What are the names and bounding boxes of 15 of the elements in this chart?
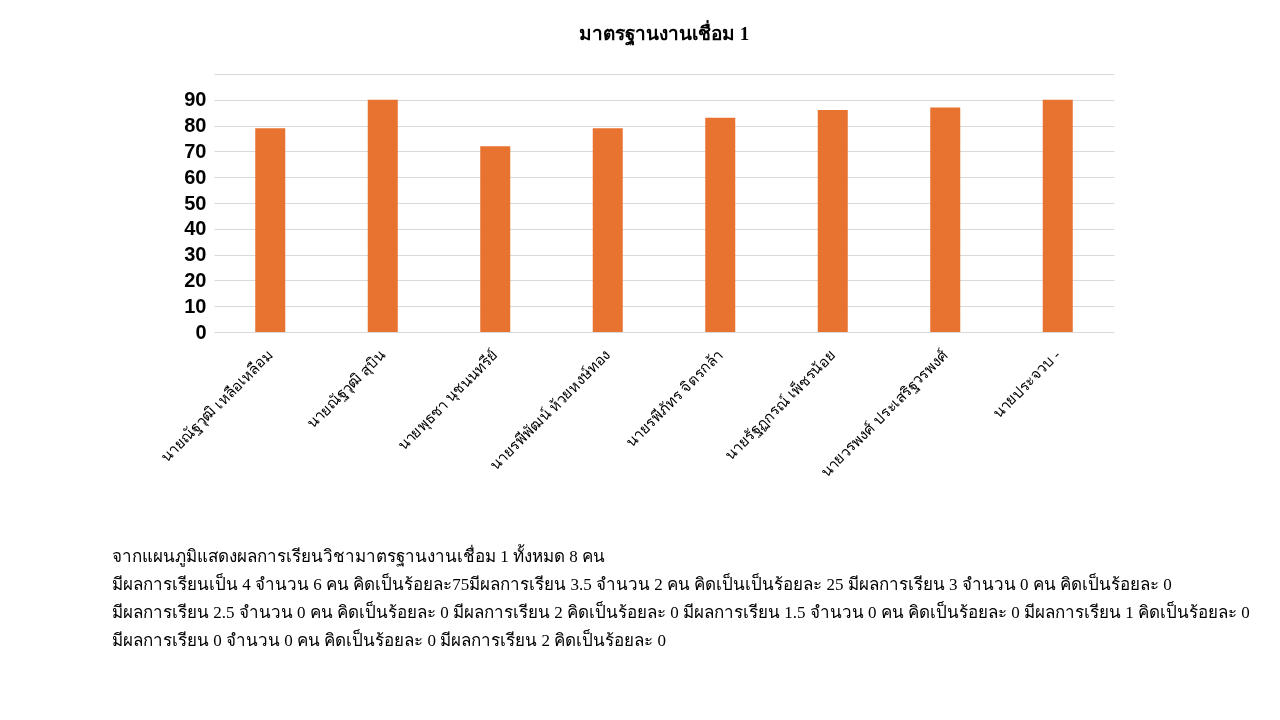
y-tick-label: 40 <box>184 217 207 240</box>
y-tick-label: 30 <box>184 243 207 266</box>
y-tick-label: 70 <box>184 139 207 162</box>
y-tick-label: 0 <box>195 320 207 343</box>
y-tick-label: 20 <box>184 268 207 291</box>
text: มีผลการเรียน 2.5 จำนวน 0 คน คิดเป็นร้อยละ 0 มีผลการเรียน 2 คิดเป็นร้อยละ 0 มีผลการเรียน 1.5 จำนวน 0 คน คิดเป็นร้อยละ 0 มีผลการเรียน 1 คิดเป็นร้อยละ 0 <box>112 600 1250 624</box>
y-tick-label: 60 <box>184 165 207 188</box>
y-tick-label: 80 <box>184 114 207 137</box>
text: จากแผนภูมิแสดงผลการเรียนวิชามาตรฐานงานเชื่อม 1 ทั้งหมด 8 คน <box>112 543 606 569</box>
y-tick-label: 10 <box>184 294 207 317</box>
text: มีผลการเรียน 0 จำนวน 0 คน คิดเป็นร้อยละ 0 มีผลการเรียน 2 คิดเป็นร้อยละ 0 <box>112 628 667 652</box>
y-tick-label: 90 <box>184 88 207 111</box>
y-tick-label: 50 <box>184 191 207 214</box>
text: มีผลการเรียนเป็น 4 จำนวน 6 คน คิดเป็นร้อยละ75มีผลการเรียน 3.5 จำนวน 2 คน คิดเป็นเป็นร้อยละ 25 มีผลการเรียน 3 จำนวน 0 คน คิดเป็นร้อยละ 0 <box>112 572 1173 596</box>
chart-title: มาตรฐานงานเชื่อม 1 <box>578 20 750 47</box>
